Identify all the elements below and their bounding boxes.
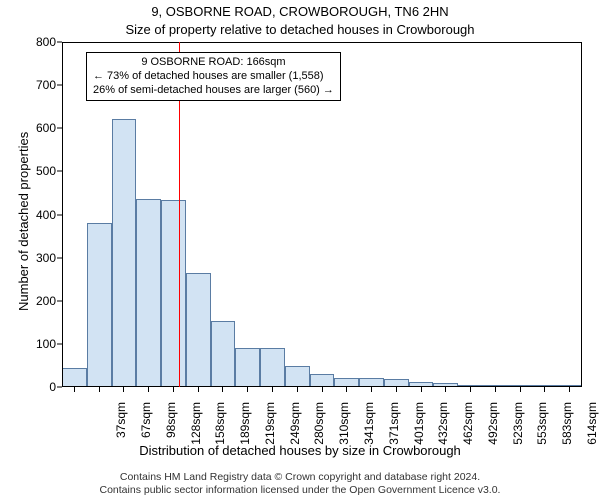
chart-container: { "chart": { "type": "histogram", "title… (0, 0, 600, 500)
x-tick-mark (148, 387, 149, 392)
y-tick-label: 700 (22, 78, 56, 92)
footer-line2: Contains public sector information licen… (0, 484, 600, 497)
y-tick-label: 600 (22, 121, 56, 135)
axis-top (62, 42, 582, 43)
axis-left (62, 42, 63, 387)
y-tick-label: 100 (22, 337, 56, 351)
x-tick-mark (297, 387, 298, 392)
histogram-bar (285, 366, 310, 387)
x-tick-mark (173, 387, 174, 392)
x-tick-mark (322, 387, 323, 392)
x-tick-mark (396, 387, 397, 392)
x-tick-mark (495, 387, 496, 392)
histogram-bar (161, 200, 186, 387)
footer-attribution: Contains HM Land Registry data © Crown c… (0, 471, 600, 497)
histogram-bar (260, 348, 285, 387)
x-tick-mark (470, 387, 471, 392)
chart-title-line1: 9, OSBORNE ROAD, CROWBOROUGH, TN6 2HN (0, 4, 600, 19)
axis-bottom (62, 386, 582, 387)
chart-subtitle: Size of property relative to detached ho… (0, 22, 600, 37)
footer-line1: Contains HM Land Registry data © Crown c… (0, 471, 600, 484)
x-tick-mark (99, 387, 100, 392)
x-tick-mark (569, 387, 570, 392)
y-tick-label: 800 (22, 35, 56, 49)
annotation-line: ← 73% of detached houses are smaller (1,… (93, 70, 334, 84)
x-tick-mark (272, 387, 273, 392)
plot-area: 010020030040050060070080037sqm67sqm98sqm… (62, 42, 582, 387)
histogram-bar (87, 223, 112, 387)
x-tick-mark (544, 387, 545, 392)
x-tick-mark (520, 387, 521, 392)
x-axis-label: Distribution of detached houses by size … (0, 443, 600, 458)
x-tick-mark (421, 387, 422, 392)
annotation-line: 9 OSBORNE ROAD: 166sqm (93, 56, 334, 70)
y-tick-label: 500 (22, 164, 56, 178)
y-tick-label: 400 (22, 208, 56, 222)
histogram-bar (136, 199, 161, 387)
histogram-bar (211, 321, 236, 387)
histogram-bar (112, 119, 137, 387)
x-tick-mark (247, 387, 248, 392)
axis-right (581, 42, 582, 387)
histogram-bar (62, 368, 87, 387)
x-tick-mark (222, 387, 223, 392)
y-tick-label: 200 (22, 294, 56, 308)
x-tick-mark (445, 387, 446, 392)
x-tick-mark (198, 387, 199, 392)
y-tick-label: 0 (22, 380, 56, 394)
x-tick-mark (123, 387, 124, 392)
x-tick-mark (371, 387, 372, 392)
annotation-box: 9 OSBORNE ROAD: 166sqm← 73% of detached … (86, 52, 341, 101)
annotation-line: 26% of semi-detached houses are larger (… (93, 84, 334, 98)
histogram-bar (235, 348, 260, 387)
histogram-bar (186, 273, 211, 387)
x-tick-mark (346, 387, 347, 392)
y-tick-label: 300 (22, 251, 56, 265)
x-tick-mark (74, 387, 75, 392)
